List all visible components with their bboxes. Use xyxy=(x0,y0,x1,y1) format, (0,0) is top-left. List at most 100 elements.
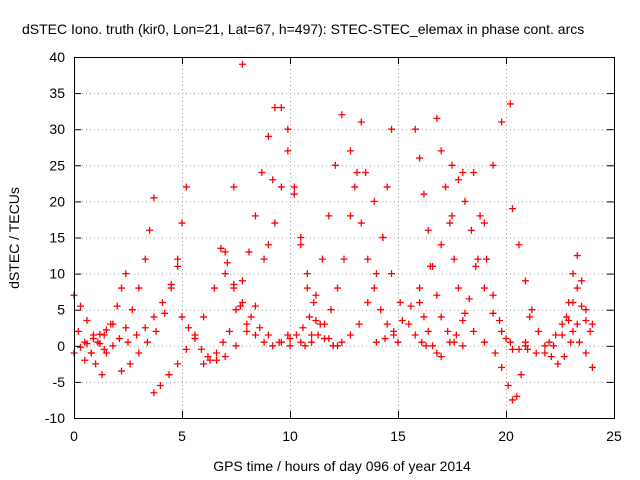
data-point xyxy=(560,353,568,361)
data-point xyxy=(124,338,132,346)
data-point xyxy=(524,345,532,353)
data-point xyxy=(236,302,244,310)
data-point xyxy=(156,382,164,390)
data-series-arc xyxy=(346,147,402,346)
data-point xyxy=(424,226,432,234)
data-point xyxy=(284,331,292,339)
data-point xyxy=(573,284,581,292)
data-point xyxy=(338,338,346,346)
x-tick-label: 10 xyxy=(282,428,298,444)
y-tick-label: 20 xyxy=(49,193,65,209)
plot-frame xyxy=(74,57,615,419)
data-point xyxy=(290,183,298,191)
data-point xyxy=(251,212,259,220)
data-point xyxy=(247,313,255,321)
data-point xyxy=(81,356,89,364)
data-point xyxy=(92,360,100,368)
data-point xyxy=(346,331,354,339)
data-point xyxy=(558,331,566,339)
data-point xyxy=(465,295,473,303)
data-point xyxy=(508,396,516,404)
data-point xyxy=(364,298,372,306)
data-point xyxy=(329,342,337,350)
data-point xyxy=(528,306,536,314)
data-series-arc xyxy=(446,100,514,346)
data-point xyxy=(433,349,441,357)
data-point xyxy=(217,244,225,252)
x-tick-label: 25 xyxy=(606,428,622,444)
data-point xyxy=(150,389,158,397)
data-point xyxy=(491,349,499,357)
data-series-arc xyxy=(433,114,488,346)
data-points xyxy=(70,60,596,404)
data-point xyxy=(582,306,590,314)
data-point xyxy=(182,345,190,353)
data-series-arc xyxy=(81,270,130,364)
data-point xyxy=(87,349,95,357)
data-point xyxy=(308,331,316,339)
y-tick-label: -5 xyxy=(53,374,66,390)
data-point xyxy=(521,342,529,350)
data-point xyxy=(89,335,97,343)
data-point xyxy=(238,298,246,306)
data-point xyxy=(364,255,372,263)
data-point xyxy=(76,302,84,310)
data-point xyxy=(174,255,182,263)
data-point xyxy=(567,338,575,346)
data-point xyxy=(442,183,450,191)
data-point xyxy=(550,342,558,350)
data-point xyxy=(496,317,504,325)
data-series-arc xyxy=(448,161,514,346)
data-point xyxy=(100,345,108,353)
data-point xyxy=(303,270,311,278)
data-point xyxy=(552,331,560,339)
data-point xyxy=(150,194,158,202)
data-series-arc xyxy=(200,104,279,368)
data-point xyxy=(340,255,348,263)
data-point xyxy=(480,338,488,346)
data-point xyxy=(178,313,186,321)
data-point xyxy=(461,309,469,317)
data-point xyxy=(573,252,581,260)
data-point xyxy=(502,335,510,343)
data-series-arc xyxy=(102,194,158,357)
data-point xyxy=(213,356,221,364)
data-point xyxy=(513,392,521,400)
data-point xyxy=(264,241,272,249)
data-point xyxy=(334,284,342,292)
data-point xyxy=(545,338,553,346)
data-point xyxy=(569,327,577,335)
data-series-arc xyxy=(508,205,581,368)
data-point xyxy=(506,100,514,108)
data-point xyxy=(357,118,365,126)
data-point xyxy=(243,320,251,328)
data-point xyxy=(275,338,283,346)
data-point xyxy=(588,363,596,371)
data-point xyxy=(429,342,437,350)
x-axis-label: GPS time / hours of day 096 of year 2014 xyxy=(213,458,471,474)
data-series-arc xyxy=(150,60,246,397)
data-point xyxy=(126,360,134,368)
data-point xyxy=(122,270,130,278)
data-point xyxy=(269,342,277,350)
data-point xyxy=(297,234,305,241)
data-point xyxy=(515,345,523,353)
data-point xyxy=(444,327,452,335)
data-point xyxy=(165,371,173,379)
data-point xyxy=(118,284,126,292)
data-point xyxy=(498,363,506,371)
y-tick-label: 40 xyxy=(49,49,65,65)
data-point xyxy=(264,331,272,339)
data-point xyxy=(94,338,102,346)
data-point xyxy=(150,313,158,321)
data-point xyxy=(122,324,130,332)
data-point xyxy=(200,313,208,321)
data-point xyxy=(418,338,426,346)
data-point xyxy=(321,320,329,328)
data-point xyxy=(219,338,227,346)
data-point xyxy=(433,291,441,299)
data-point xyxy=(310,298,318,306)
data-point xyxy=(135,349,143,357)
data-point xyxy=(422,342,430,350)
x-tick-label: 5 xyxy=(178,428,186,444)
